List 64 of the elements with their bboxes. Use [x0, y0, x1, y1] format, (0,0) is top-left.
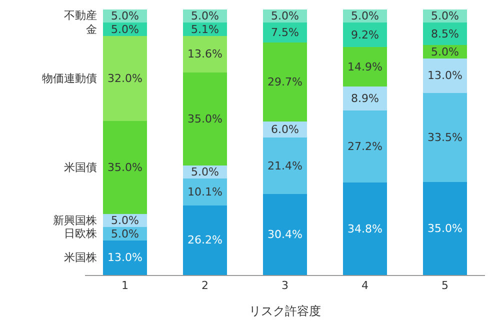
- bar: [423, 93, 467, 182]
- bar: [263, 137, 307, 194]
- data-label: 13.0%: [108, 251, 142, 264]
- data-label: 5.0%: [431, 9, 459, 22]
- data-label: 5.1%: [191, 22, 219, 36]
- x-tick-label: 5: [442, 279, 448, 292]
- series-label: 米国株: [64, 251, 97, 264]
- series-label: 日欧株: [64, 227, 97, 240]
- data-label: 30.4%: [268, 228, 302, 242]
- bar: [183, 178, 227, 206]
- bar: [103, 240, 147, 275]
- bar: [263, 194, 307, 275]
- data-label: 6.0%: [271, 122, 299, 136]
- x-tick-label: 2: [202, 279, 208, 292]
- bar: [343, 47, 387, 87]
- data-label: 10.1%: [188, 185, 222, 198]
- bar: [183, 36, 227, 72]
- data-label: 21.4%: [268, 159, 302, 172]
- data-label: 7.5%: [271, 26, 299, 40]
- data-label: 33.5%: [428, 131, 462, 144]
- data-label: 5.0%: [111, 214, 139, 228]
- bar: [183, 205, 227, 275]
- data-label: 5.0%: [111, 227, 139, 240]
- bar: [343, 22, 387, 48]
- series-label: 金: [86, 23, 97, 36]
- data-label: 5.0%: [191, 165, 219, 178]
- data-label: 27.2%: [348, 140, 382, 153]
- data-label: 26.2%: [188, 234, 222, 247]
- data-label: 5.0%: [431, 45, 459, 58]
- bar: [423, 58, 467, 94]
- data-label: 32.0%: [108, 72, 142, 85]
- x-tick-label: 1: [122, 279, 128, 292]
- bar: [263, 22, 307, 43]
- data-label: 5.0%: [271, 9, 299, 22]
- bar: [103, 120, 147, 214]
- series-label: 物価連動債: [42, 72, 97, 85]
- data-label: 9.2%: [351, 28, 379, 42]
- x-tick-label: 4: [362, 279, 368, 292]
- data-label: 5.0%: [111, 22, 139, 36]
- data-label: 8.5%: [431, 27, 459, 40]
- data-label: 35.0%: [188, 112, 222, 126]
- data-label: 5.0%: [351, 9, 379, 22]
- bar: [343, 86, 387, 110]
- data-label: 8.9%: [351, 92, 379, 105]
- data-label: 13.0%: [428, 69, 462, 82]
- series-label: 不動産: [64, 9, 97, 22]
- data-label: 14.9%: [348, 60, 382, 74]
- series-label: 新興国株: [53, 214, 97, 227]
- x-axis-title: リスク許容度: [249, 304, 321, 318]
- data-label: 5.0%: [111, 9, 139, 22]
- data-label: 13.6%: [188, 48, 222, 61]
- data-label: 29.7%: [268, 75, 302, 88]
- bar: [103, 36, 147, 121]
- bar: [263, 42, 307, 122]
- bar: [343, 182, 387, 275]
- bar: [343, 110, 387, 183]
- data-label: 5.0%: [191, 9, 219, 22]
- bar: [423, 182, 467, 275]
- data-label: 34.8%: [348, 222, 382, 236]
- series-label: 米国債: [64, 161, 97, 174]
- data-label: 35.0%: [108, 160, 142, 174]
- x-tick-label: 3: [282, 279, 288, 292]
- data-label: 35.0%: [428, 222, 462, 236]
- bar: [183, 72, 227, 166]
